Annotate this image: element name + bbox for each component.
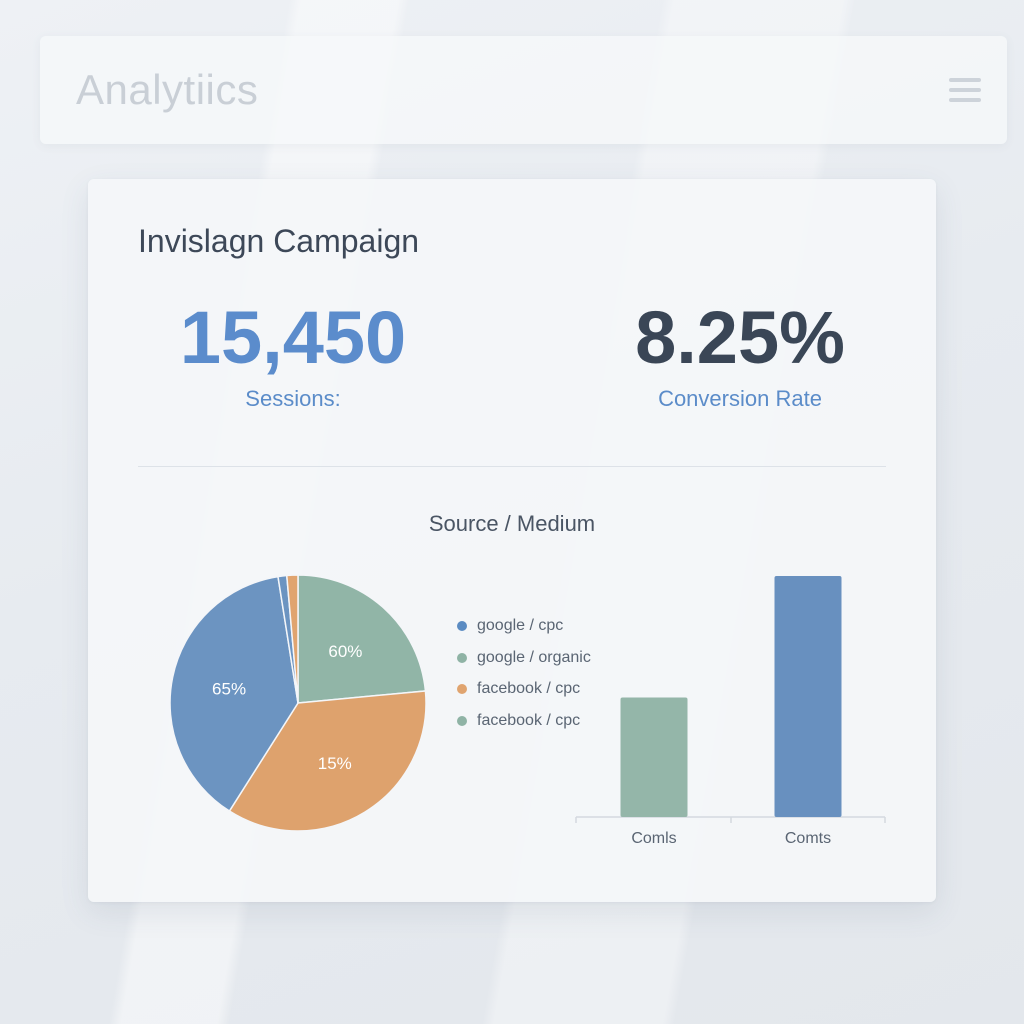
app-header: Analytiics (40, 36, 1007, 144)
conversion-rate-label: Conversion Rate (658, 386, 822, 411)
pie-slice[interactable] (169, 575, 299, 813)
bar-category-label: Comts (785, 830, 831, 847)
menu-line (949, 98, 981, 102)
legend-dot-icon (457, 684, 467, 694)
pie-slice-label: 65% (212, 680, 246, 699)
bar[interactable] (774, 576, 842, 817)
menu-line (949, 78, 981, 82)
hamburger-menu-icon[interactable] (949, 76, 981, 104)
source-medium-pie-chart: 60% 15% 65% (169, 574, 427, 832)
legend-item[interactable]: google / organic (456, 647, 591, 679)
legend-item[interactable]: facebook / cpc (456, 678, 591, 710)
legend-label: google / organic (477, 648, 591, 666)
legend-label: facebook / cpc (477, 680, 581, 697)
chart-legend: google / cpc google / organic facebook /… (456, 615, 591, 741)
legend-label: facebook / cpc (477, 711, 581, 729)
sessions-value: 15,450 (179, 296, 407, 379)
bar-category-label: Comls (631, 830, 676, 847)
legend-dot-icon (457, 715, 467, 726)
legend-dot-icon (457, 621, 467, 631)
legend-item[interactable]: google / cpc (456, 615, 591, 647)
legend-item[interactable]: facebook / cpc (456, 710, 591, 742)
campaign-title: Invislagn Campaign (138, 223, 420, 259)
chart-title: Source / Medium (428, 511, 596, 536)
sessions-label: Sessions: (245, 386, 341, 411)
bar[interactable] (620, 697, 688, 817)
source-medium-bar-chart: Comls Comts (575, 576, 886, 847)
pie-slice-label: 60% (328, 642, 362, 661)
conversion-rate-value: 8.25% (635, 296, 845, 379)
app-title: Analytiics (76, 66, 259, 113)
pie-slice[interactable] (228, 690, 427, 832)
pie-slice-label: 15% (318, 754, 352, 773)
divider (138, 466, 886, 467)
pie-slice[interactable] (297, 574, 427, 704)
pie-slice[interactable] (285, 574, 299, 704)
campaign-card: Invislagn Campaign 15,450 Sessions: 8.25… (88, 179, 936, 902)
legend-dot-icon (457, 652, 467, 663)
menu-line (949, 88, 981, 92)
legend-label: google / cpc (477, 617, 564, 634)
